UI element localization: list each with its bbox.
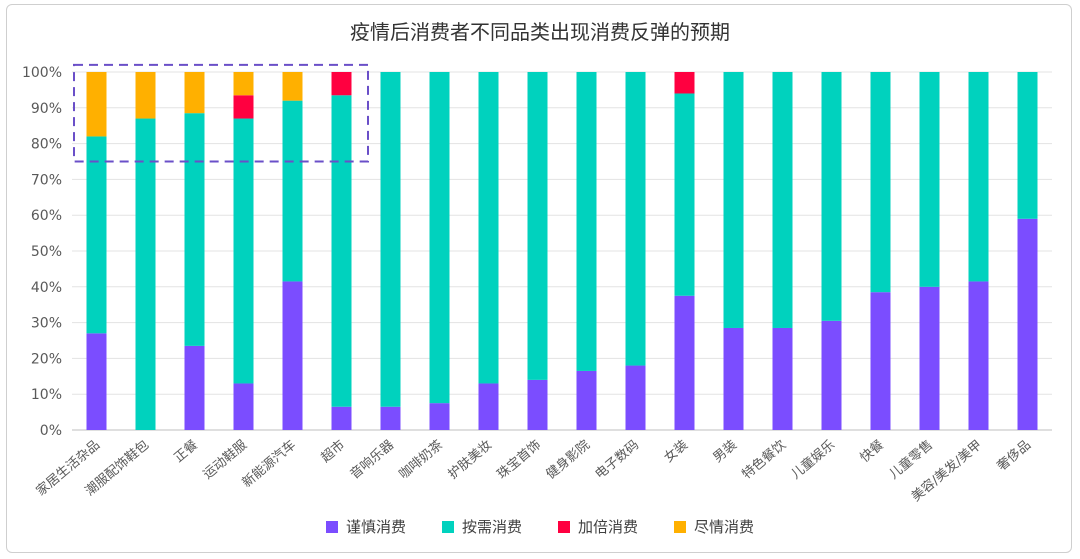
y-tick-label: 70%	[31, 172, 62, 188]
bar-segment	[478, 72, 499, 384]
bar-segment	[331, 95, 352, 407]
bar-segment	[233, 118, 254, 384]
y-tick-label: 30%	[31, 316, 62, 332]
legend-label-cautious: 谨慎消费	[345, 518, 406, 536]
x-category-label: 正餐	[171, 437, 201, 466]
bar-segment	[331, 406, 352, 430]
bar-segment	[1017, 218, 1038, 430]
y-tick-label: 100%	[22, 65, 62, 81]
bar-segment	[380, 406, 401, 430]
x-category-label: 电子数码	[593, 438, 642, 483]
bar-segment	[1017, 72, 1038, 219]
bar-segment	[772, 72, 793, 328]
y-tick-label: 60%	[31, 208, 62, 224]
y-tick-label: 50%	[31, 244, 62, 260]
bar-segment	[184, 113, 205, 346]
bar-segment	[233, 95, 254, 119]
x-category-label: 护肤美妆	[446, 438, 495, 483]
bar-segment	[968, 281, 989, 430]
legend-label-on-demand: 按需消费	[461, 518, 522, 536]
x-category-label: 音响乐器	[347, 437, 397, 483]
x-category-label: 特色餐饮	[739, 437, 789, 483]
bar-segment	[282, 72, 303, 101]
legend-label-double: 加倍消费	[578, 518, 639, 536]
chart-title: 疫情后消费者不同品类出现消费反弹的预期	[350, 20, 730, 44]
x-category-label: 奢侈品	[995, 438, 1035, 475]
bar-segment	[674, 93, 695, 296]
bar-segment	[968, 72, 989, 282]
x-category-label: 咖啡奶茶	[396, 437, 446, 483]
legend-item-cautious: 谨慎消费	[325, 516, 406, 537]
x-category-label: 健身影院	[543, 437, 593, 483]
bar-segment	[821, 72, 842, 321]
bar-segment	[184, 345, 205, 430]
bar-segment	[184, 72, 205, 114]
legend-swatch-cautious	[325, 520, 338, 533]
highlight-box	[73, 63, 369, 163]
bar-segment	[527, 379, 548, 430]
bar-segment	[478, 383, 499, 430]
bar-segment	[870, 72, 891, 293]
x-category-label: 男装	[711, 438, 741, 466]
legend-swatch-on-demand	[441, 520, 454, 533]
bar-segment	[821, 320, 842, 430]
bar-segment	[625, 72, 646, 366]
legend-item-on-demand: 按需消费	[441, 516, 522, 537]
bar-segment	[674, 72, 695, 94]
bar-segment	[527, 72, 548, 380]
bar-segment	[86, 136, 107, 334]
bar-segment	[723, 327, 744, 430]
bar-segment	[625, 365, 646, 430]
y-tick-label: 20%	[31, 351, 62, 367]
bar-segment	[429, 403, 450, 430]
legend-item-double: 加倍消费	[558, 516, 638, 537]
x-category-label: 珠宝首饰	[495, 438, 544, 483]
y-tick-label: 40%	[31, 280, 62, 296]
bar-segment	[135, 118, 156, 430]
bar-segment	[86, 72, 107, 137]
x-category-label: 快餐	[857, 437, 887, 466]
y-tick-label: 80%	[31, 137, 62, 153]
chart-legend: 谨慎消费 按需消费 加倍消费 尽情消费	[0, 516, 1080, 537]
bar-segment	[135, 72, 156, 119]
bar-segment	[86, 333, 107, 430]
x-category-label: 超市	[318, 437, 348, 466]
bar-segment	[870, 292, 891, 430]
bar-segment	[233, 383, 254, 430]
bar-segment	[576, 72, 597, 371]
bar-segment	[331, 72, 352, 96]
bar-segment	[380, 72, 401, 407]
x-category-label: 新能源汽车	[239, 437, 299, 491]
y-tick-label: 10%	[31, 387, 62, 403]
bar-segment	[282, 281, 303, 430]
bar-segment	[674, 295, 695, 430]
y-tick-label: 0%	[40, 423, 62, 439]
bar-segment	[772, 327, 793, 430]
bar-segment	[919, 72, 940, 287]
bar-segment	[919, 286, 940, 430]
bar-segment	[723, 72, 744, 328]
legend-item-splurge: 尽情消费	[674, 516, 754, 537]
bar-segment	[282, 100, 303, 282]
x-category-label: 儿童娱乐	[788, 437, 838, 483]
legend-swatch-double	[558, 520, 570, 533]
bar-segment	[576, 370, 597, 430]
bar-segment	[429, 72, 450, 404]
x-category-label: 女装	[661, 437, 691, 466]
y-tick-label: 90%	[31, 101, 62, 117]
bar-segment	[233, 72, 254, 96]
legend-label-splurge: 尽情消费	[694, 518, 755, 536]
legend-swatch-splurge	[674, 520, 687, 533]
